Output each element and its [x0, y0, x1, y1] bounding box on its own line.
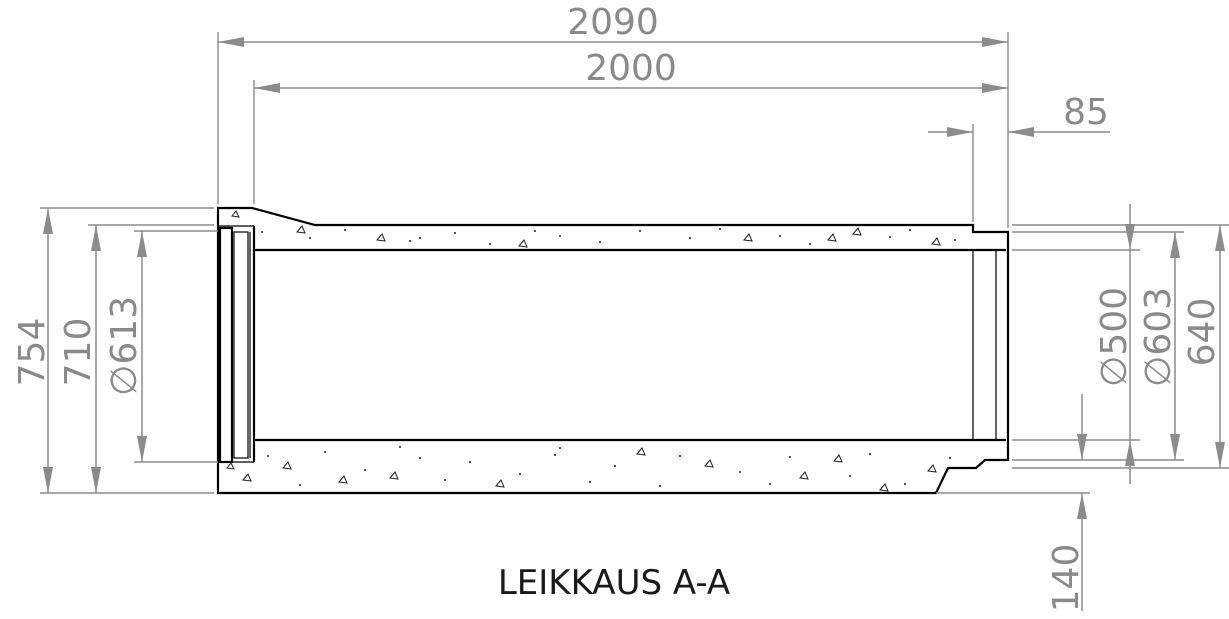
section-caption: LEIKKAUS A-A [498, 563, 730, 603]
dimension-754 [43, 208, 53, 493]
dim-label-754: 754 [12, 318, 53, 387]
dim-label-85: 85 [1063, 92, 1109, 133]
dim-label-500: ∅500 [1094, 287, 1135, 387]
gasket-ring [218, 226, 234, 464]
pipe-body [216, 206, 1010, 495]
dimension-500 [1125, 204, 1135, 484]
dimension-603 [1170, 232, 1180, 460]
concrete-texture-bottom [226, 446, 951, 492]
dimension-2090 [218, 37, 1008, 47]
dimension-140 [936, 394, 1090, 611]
concrete-texture-top [231, 210, 956, 248]
dimension-2000 [254, 83, 1008, 93]
gasket-ring-inner [233, 231, 249, 459]
dim-label-2090: 2090 [567, 2, 659, 43]
dim-label-613: ∅613 [104, 296, 145, 396]
dim-label-140: 140 [1046, 544, 1087, 613]
dim-label-603: ∅603 [1138, 287, 1179, 387]
dimension-640 [1215, 225, 1225, 468]
dim-label-710: 710 [58, 318, 99, 387]
dim-label-2000: 2000 [585, 48, 677, 89]
dimension-613 [137, 231, 147, 462]
dimension-85 [928, 127, 1110, 137]
dim-label-640: 640 [1182, 298, 1223, 367]
extension-lines [40, 32, 1229, 494]
dimension-710 [91, 225, 101, 493]
